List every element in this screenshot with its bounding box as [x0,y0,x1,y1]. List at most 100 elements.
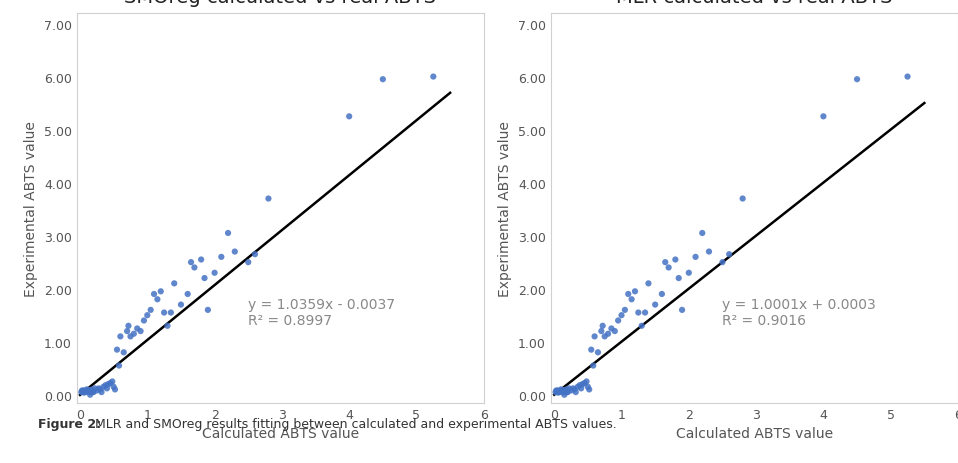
Point [674,307,690,314]
Point [160,322,175,330]
Point [567,386,582,393]
Point [583,346,599,354]
Point [83,388,99,395]
Point [167,280,182,288]
Point [604,325,619,332]
Point [552,388,567,396]
Point [147,291,162,298]
Point [120,328,135,335]
Point [104,378,120,385]
Point [247,251,262,258]
Point [559,388,575,396]
Point [86,388,102,396]
Point [113,333,128,340]
Point [106,383,122,391]
Point [101,381,116,388]
Point [559,386,574,393]
Point [654,291,670,298]
Point [133,328,148,335]
Point [81,387,97,394]
Point [590,349,605,356]
Point [560,388,576,396]
Point [561,385,577,392]
Point [84,386,100,393]
Point [425,74,441,81]
Point [80,386,95,393]
Point [558,387,573,394]
Point [610,317,626,325]
Point [85,388,101,396]
Point [116,349,131,356]
Point [558,388,573,395]
Point [261,195,276,203]
Point [136,317,151,325]
Point [78,388,93,396]
Point [227,248,242,256]
X-axis label: Calculated ABTS value: Calculated ABTS value [201,426,359,440]
Point [200,307,216,314]
Point [163,309,178,317]
Point [156,309,171,317]
Point [240,259,256,266]
Point [129,325,145,332]
Point [575,381,590,388]
Point [96,383,111,391]
Point [565,385,581,392]
Point [551,388,566,395]
Point [83,387,99,394]
Text: Figure 2:: Figure 2: [38,417,102,430]
Point [624,296,639,303]
Point [79,388,94,395]
Point [816,113,832,121]
Point [648,301,663,309]
Point [342,113,357,121]
Point [93,386,108,393]
Point [701,248,717,256]
Point [572,382,587,389]
Point [570,383,585,391]
Point [637,309,652,317]
Point [617,307,632,314]
Point [579,378,594,385]
Point [77,389,92,396]
Point [555,388,570,395]
Text: y = 1.0359x - 0.0037
R² = 0.8997: y = 1.0359x - 0.0037 R² = 0.8997 [248,297,396,327]
Point [126,330,142,338]
Point [577,380,592,387]
Point [214,254,229,261]
Point [94,388,109,396]
Point [550,387,565,394]
Point [80,388,96,395]
Point [123,333,138,340]
Point [109,346,125,354]
Point [582,386,597,393]
Point [630,309,646,317]
Point [100,385,115,392]
Point [581,383,596,391]
Point [695,230,710,237]
Point [89,387,104,394]
Point [657,259,673,266]
Point [183,259,198,266]
Point [585,362,601,369]
Point [681,269,696,277]
Point [595,322,610,330]
Point [140,312,155,319]
Point [143,307,158,314]
Point [77,388,92,395]
Point [180,291,195,298]
Point [376,76,391,84]
X-axis label: Calculated ABTS value: Calculated ABTS value [675,426,833,440]
Point [634,322,650,330]
Point [850,76,865,84]
Point [111,362,126,369]
Title: SMOreg calculated vs real ABTS: SMOreg calculated vs real ABTS [125,0,436,7]
Point [556,388,571,396]
Point [196,275,212,282]
Point [548,388,563,396]
Point [627,288,643,295]
Point [173,301,189,309]
Point [607,328,623,335]
Point [721,251,737,258]
Point [76,387,91,394]
